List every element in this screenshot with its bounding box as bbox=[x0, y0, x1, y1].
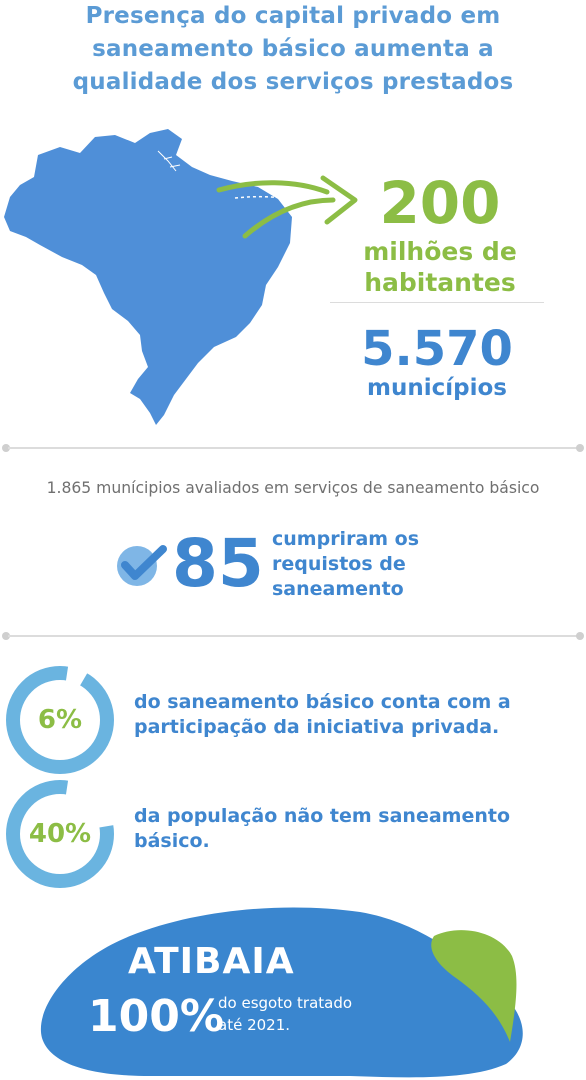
evaluated-municipalities-text: 1.865 munícipios avaliados em serviços d… bbox=[46, 479, 540, 497]
municipalities-label: municípios bbox=[367, 375, 507, 401]
no-sanitation-percent: 40% bbox=[28, 819, 92, 849]
atibaia-blob bbox=[40, 907, 523, 1078]
divider-dot-left bbox=[2, 632, 10, 640]
stats-divider bbox=[330, 302, 544, 303]
compliant-label: cumpriram os requistos de saneamento bbox=[272, 527, 419, 602]
population-label-line-1: milhões de bbox=[363, 237, 517, 266]
no-sanitation-line-1: da população não tem saneamento bbox=[134, 805, 511, 827]
private-participation-line-1: do saneamento básico conta com a bbox=[134, 691, 511, 713]
population-label-line-2: habitantes bbox=[364, 268, 516, 297]
leaf-drop-icon bbox=[431, 930, 517, 1042]
divider-dot-left bbox=[2, 444, 10, 452]
atibaia-line-1: do esgoto tratado bbox=[218, 994, 353, 1012]
check-badge-icon bbox=[117, 545, 167, 586]
brazil-map-icon bbox=[4, 129, 292, 425]
section-divider bbox=[8, 447, 578, 449]
title-line-2: saneamento básico aumenta a bbox=[92, 36, 494, 62]
atibaia-city: ATIBAIA bbox=[128, 941, 295, 982]
population-label: milhões de habitantes bbox=[330, 236, 550, 298]
municipalities-value: 5.570 bbox=[361, 321, 513, 377]
divider-dot-right bbox=[576, 632, 584, 640]
private-participation-text: do saneamento básico conta com a partici… bbox=[134, 690, 511, 740]
compliant-line-1: cumpriram os bbox=[272, 528, 420, 550]
no-sanitation-text: da população não tem saneamento básico. bbox=[134, 804, 510, 854]
page-title: Presença do capital privado em saneament… bbox=[0, 0, 586, 99]
atibaia-line-2: até 2021. bbox=[218, 1016, 291, 1034]
atibaia-text: do esgoto tratado até 2021. bbox=[218, 992, 352, 1036]
compliant-value: 85 bbox=[172, 525, 264, 602]
title-line-3: qualidade dos serviços prestados bbox=[72, 69, 514, 95]
private-participation-ring bbox=[6, 665, 114, 774]
no-sanitation-ring bbox=[6, 779, 115, 888]
atibaia-percent: 100% bbox=[88, 991, 224, 1042]
ring-gap bbox=[65, 779, 115, 829]
compliant-line-2: requistos de bbox=[272, 553, 406, 575]
title-line-1: Presença do capital privado em bbox=[85, 3, 501, 29]
no-sanitation-line-2: básico. bbox=[134, 830, 210, 852]
curved-arrow-icon bbox=[216, 175, 358, 239]
ring-gap bbox=[65, 665, 88, 687]
section-divider bbox=[8, 635, 578, 637]
population-value: 200 bbox=[379, 169, 501, 237]
private-participation-line-2: participação da iniciativa privada. bbox=[134, 716, 500, 738]
private-participation-percent: 6% bbox=[37, 705, 83, 735]
divider-dot-right bbox=[576, 444, 584, 452]
compliant-line-3: saneamento bbox=[272, 578, 404, 600]
